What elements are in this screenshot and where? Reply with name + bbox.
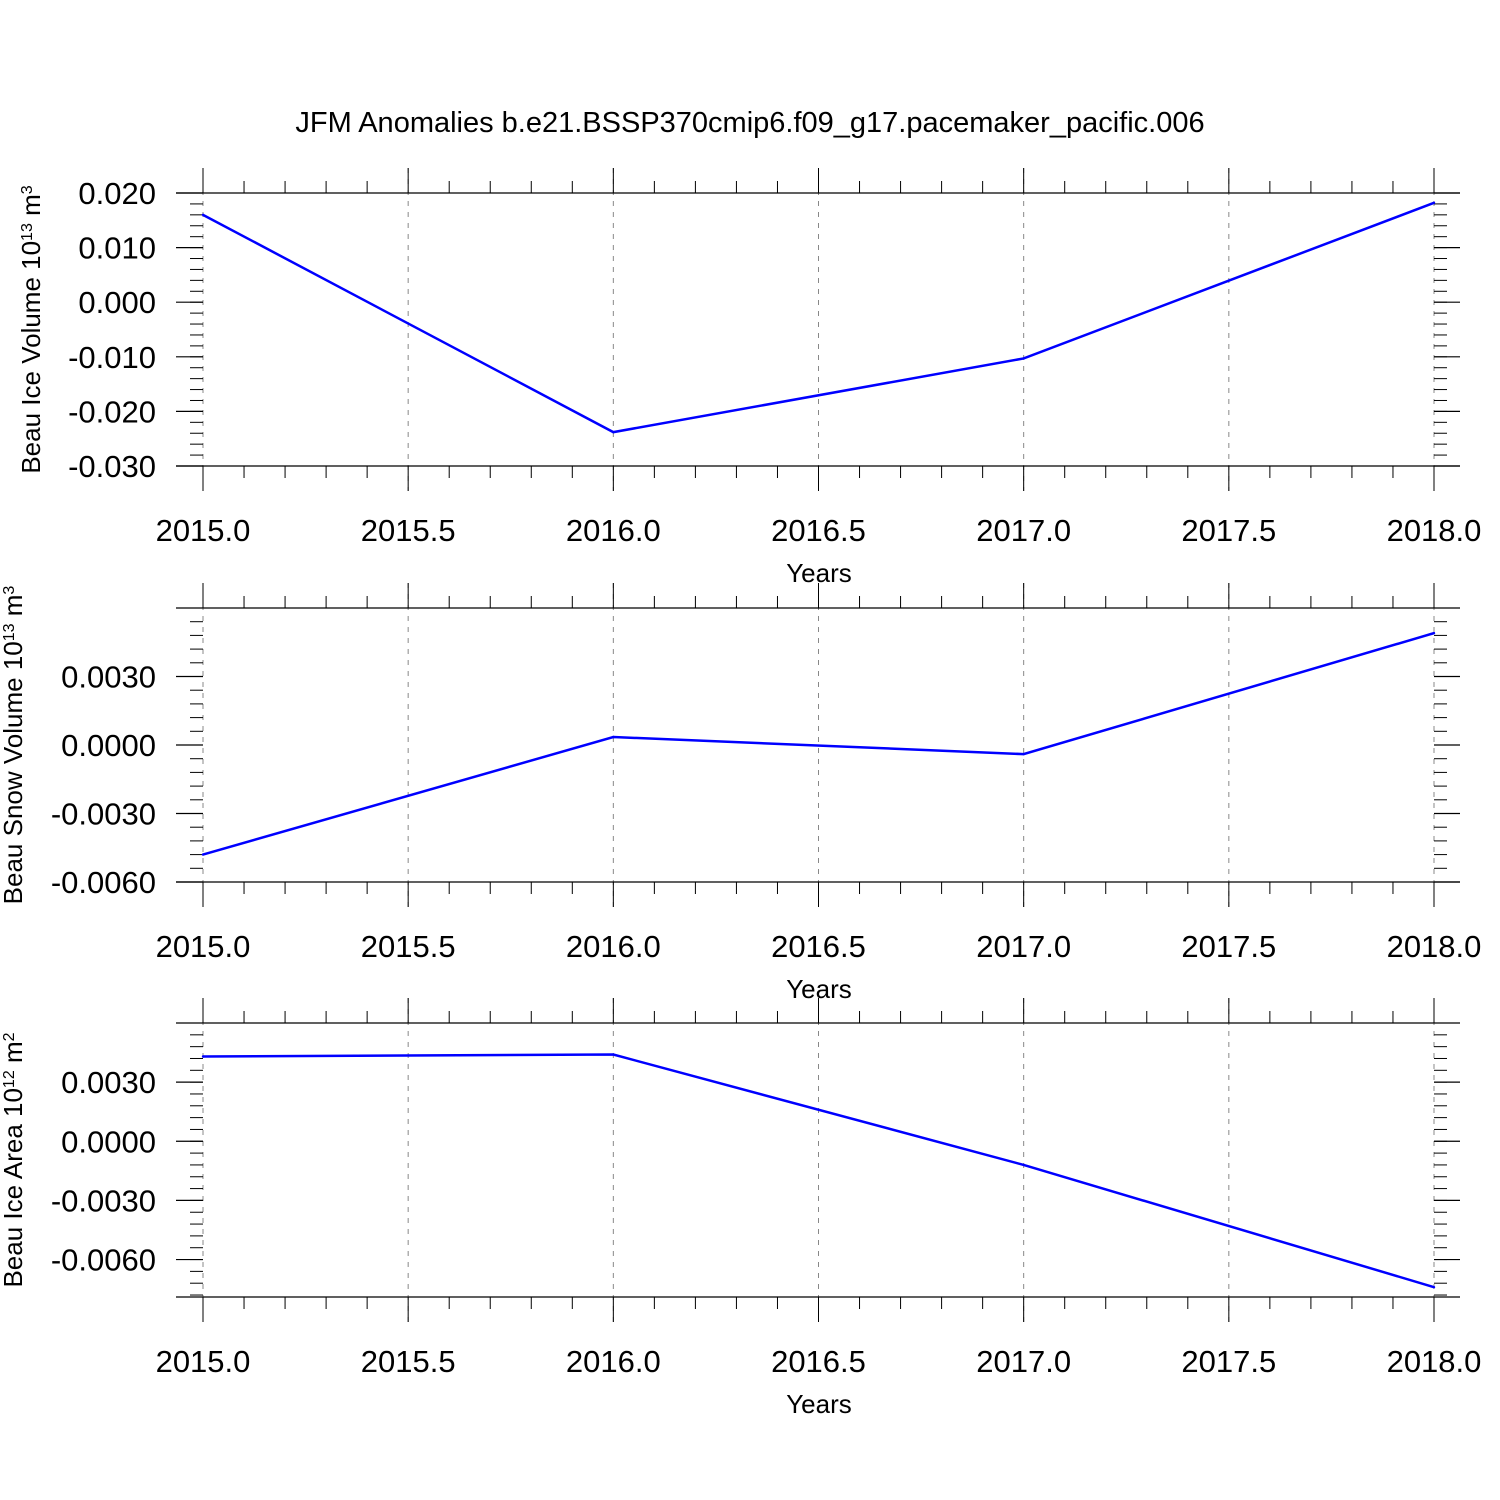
data-point: [201, 213, 205, 217]
x-tick-label: 2017.0: [976, 929, 1071, 964]
y-axis-label-part: Beau Ice Area 10: [0, 1088, 28, 1287]
x-tick-label: 2016.0: [566, 929, 661, 964]
y-tick-label: -0.0060: [51, 1243, 156, 1278]
y-axis-label-part: Beau Snow Volume 10: [0, 641, 28, 904]
panels: -0.030 -0.020 -0.010 0.000 0.010 0.020 2015.0 2…: [0, 168, 1481, 1419]
x-tick-label: 2018.0: [1387, 1344, 1482, 1379]
y-axis-label-superscript: 3: [1, 586, 18, 595]
chart-panel-1: -0.030 -0.020 -0.010 0.000 0.010 0.020 2015.0 2…: [16, 168, 1481, 588]
chart-panel-3: -0.0060 -0.0030 0.0000 0.0030 2015.0 2015.5 20…: [0, 998, 1481, 1419]
data-point: [1022, 1163, 1025, 1167]
chart-panel-2: -0.0060 -0.0030 0.0000 0.0030 2015.0 2015.5 20…: [0, 583, 1481, 1004]
x-tick-label: 2017.0: [976, 1344, 1071, 1379]
data-point: [612, 735, 615, 739]
data-point: [1432, 201, 1436, 205]
y-axis-label: Beau Ice Area 1012 m2: [0, 1032, 28, 1287]
x-tick-label: 2016.0: [566, 513, 661, 548]
x-tick-label: 2017.5: [1181, 929, 1276, 964]
x-tick-label: 2017.5: [1181, 513, 1276, 548]
data-point: [1022, 752, 1025, 756]
x-tick-label: 2015.5: [361, 1344, 456, 1379]
x-tick-label: 2015.0: [156, 929, 251, 964]
data-point: [201, 1055, 205, 1058]
y-axis-label-part: Beau Ice Volume 10: [16, 241, 46, 474]
series-line: [202, 631, 1435, 856]
x-tick-label: 2015.5: [361, 929, 456, 964]
y-tick-label: 0.010: [78, 231, 156, 266]
series-line: [202, 1053, 1435, 1289]
y-tick-label: 0.0000: [61, 728, 156, 763]
y-tick-label: -0.030: [68, 449, 156, 484]
y-axis-label-superscript: 13: [1, 623, 18, 641]
figure-title: JFM Anomalies b.e21.BSSP370cmip6.f09_g17…: [295, 107, 1204, 139]
series-line: [202, 201, 1435, 434]
y-axis-label-part: m: [16, 194, 46, 223]
y-axis-label-superscript: 12: [1, 1070, 18, 1088]
y-axis-label-superscript: 13: [19, 223, 36, 241]
data-point: [1022, 357, 1025, 360]
y-tick-label: 0.0030: [61, 660, 156, 695]
x-tick-label: 2018.0: [1387, 929, 1482, 964]
y-tick-label: -0.0060: [51, 865, 156, 900]
y-axis-label-superscript: 3: [19, 185, 36, 194]
data-point: [1432, 631, 1436, 635]
y-tick-label: -0.0030: [51, 797, 156, 832]
x-tick-label: 2016.5: [771, 513, 866, 548]
data-point: [612, 1053, 615, 1056]
y-axis-label-part: m: [0, 1041, 28, 1070]
data-point: [201, 853, 205, 856]
y-tick-label: 0.000: [78, 285, 156, 320]
y-tick-label: 0.0030: [61, 1065, 156, 1100]
y-axis-label: Beau Ice Volume 1013 m3: [16, 185, 46, 473]
y-tick-label: -0.020: [68, 394, 156, 429]
x-tick-label: 2015.0: [156, 1344, 251, 1379]
x-tick-label: 2017.5: [1181, 1344, 1276, 1379]
y-tick-label: -0.0030: [51, 1183, 156, 1218]
x-tick-label: 2015.5: [361, 513, 456, 548]
x-axis-label: Years: [786, 1389, 852, 1419]
data-point: [612, 430, 615, 434]
x-tick-label: 2017.0: [976, 513, 1071, 548]
y-axis-label-part: m: [0, 595, 28, 624]
data-point: [1432, 1285, 1436, 1289]
x-tick-label: 2016.5: [771, 929, 866, 964]
x-tick-label: 2016.0: [566, 1344, 661, 1379]
x-tick-label: 2018.0: [1387, 513, 1482, 548]
x-tick-label: 2015.0: [156, 513, 251, 548]
x-tick-label: 2016.5: [771, 1344, 866, 1379]
y-axis-label-superscript: 2: [1, 1032, 18, 1041]
y-tick-label: 0.020: [78, 176, 156, 211]
y-tick-label: 0.0000: [61, 1124, 156, 1159]
y-axis-label: Beau Snow Volume 1013 m3: [0, 586, 28, 905]
y-tick-label: -0.010: [68, 340, 156, 375]
